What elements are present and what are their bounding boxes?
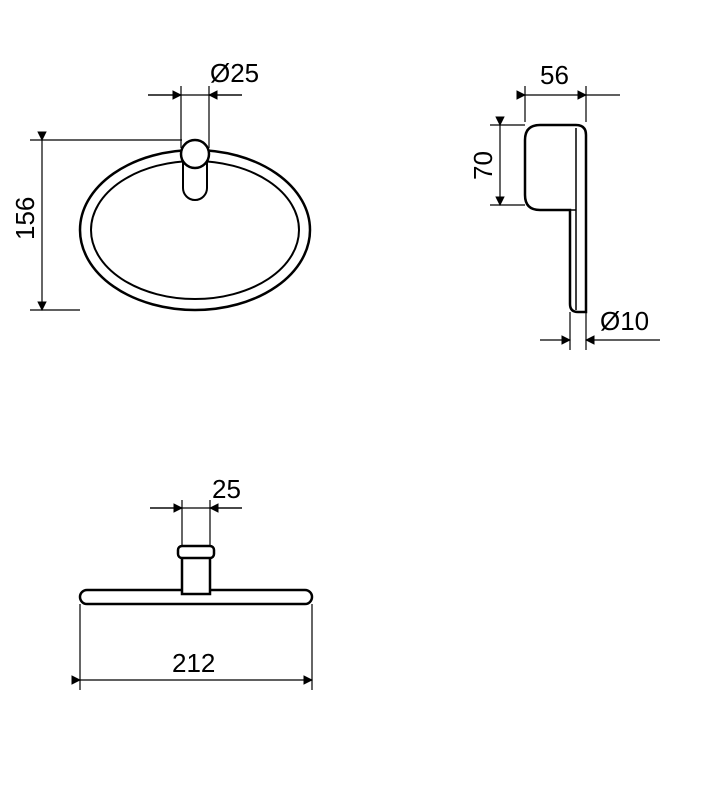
dim-side-tail: Ø10 xyxy=(600,306,649,336)
dim-top-mount: 25 xyxy=(212,474,241,504)
dim-side-width: 56 xyxy=(540,60,569,90)
dim-front-diameter: Ø25 xyxy=(210,58,259,88)
side-view: 56 70 Ø10 xyxy=(468,60,660,350)
front-view: Ø25 156 xyxy=(10,58,310,310)
dim-top-width: 212 xyxy=(172,648,215,678)
dim-side-body: 70 xyxy=(468,151,498,180)
top-view: 25 212 xyxy=(80,474,312,690)
technical-drawing: Ø25 156 56 70 Ø10 xyxy=(0,0,720,780)
dim-front-height: 156 xyxy=(10,197,40,240)
